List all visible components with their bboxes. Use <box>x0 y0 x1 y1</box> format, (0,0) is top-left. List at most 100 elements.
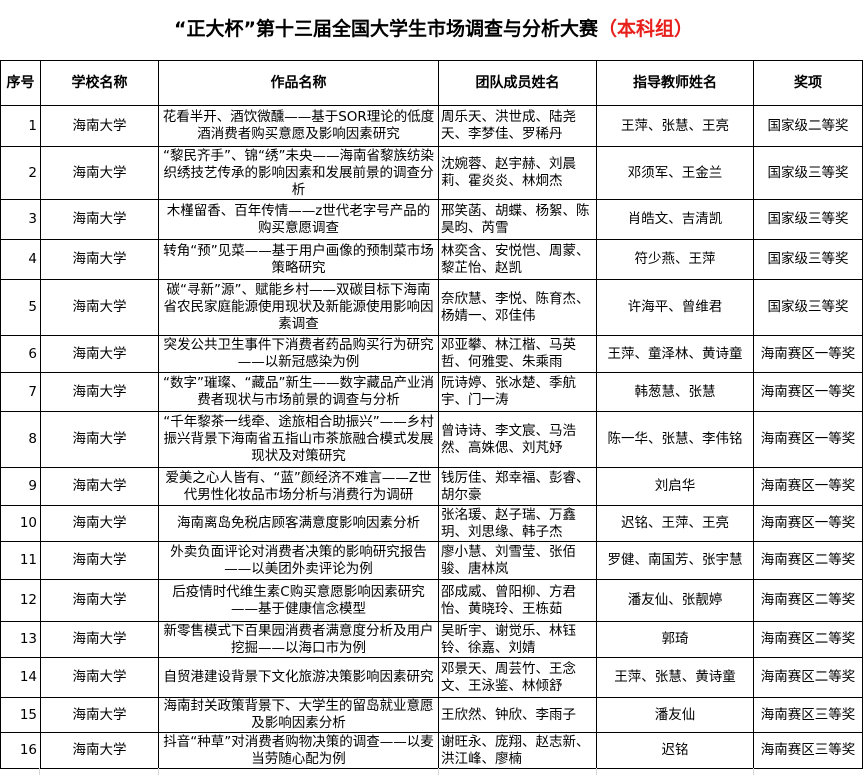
row-number: 2 <box>0 146 41 200</box>
advisors: 迟铭、王萍、王亮 <box>596 505 754 542</box>
row-number: 9 <box>0 467 41 506</box>
award: 海南赛区二等奖 <box>753 541 863 580</box>
row-number: 10 <box>0 505 41 542</box>
advisors: 王萍、童泽林、黄诗童 <box>596 335 754 373</box>
team-members: 阮诗婷、张冰楚、季航宇、门一涛 <box>438 372 597 412</box>
table-row: 7 海南大学 “数字”璀璨、“藏品”新生——数字藏品产业消费者现状与市场前景的调查与… <box>0 372 863 412</box>
header-school: 学校名称 <box>40 60 159 106</box>
work-title: 外卖负面评论对消费者决策的影响研究报告——以美团外卖评论为例 <box>158 541 439 580</box>
header-advisors: 指导教师姓名 <box>596 60 754 106</box>
work-title: 爱美之心人皆有、“蓝”颜经济不难言——Z世代男性化妆品市场分析与消费行为调研 <box>158 467 439 506</box>
team-members: 邓景天、周芸竹、王念文、王泳鉴、林倾舒 <box>438 657 597 698</box>
work-title: “千年黎茶一线牵、途旅相合助振兴”——乡村振兴背景下海南省五指山市茶旅融合模式发… <box>158 411 439 468</box>
team-members: 邵成威、曾阳柳、方君怡、黄晓玲、王栋茹 <box>438 579 597 622</box>
award: 海南赛区三等奖 <box>753 697 863 733</box>
page-title: “正大杯”第十三届全国大学生市场调查与分析大赛（本科组） <box>0 14 867 41</box>
table-row: 3 海南大学 木槿留香、百年传情——z世代老字号产品的购买意愿调查 邢笑菡、胡蝶、杨絮… <box>0 199 863 240</box>
grid-line <box>438 768 439 775</box>
team-members: 奈欣慧、李悦、陈育杰、杨婧一、邓佳伟 <box>438 279 597 336</box>
school-name: 海南大学 <box>40 697 159 733</box>
team-members: 钱厉佳、郑幸福、彭睿、胡尔豪 <box>438 467 597 506</box>
award: 国家级二等奖 <box>753 105 863 147</box>
row-number: 14 <box>0 657 41 698</box>
school-name: 海南大学 <box>40 239 159 280</box>
advisors: 肖皓文、吉清凯 <box>596 199 754 240</box>
advisors: 王萍、张慧、王亮 <box>596 105 754 147</box>
table-row: 2 海南大学 “黎民齐手”、锦“绣”未央——海南省黎族纺染织绣技艺传承的影响因素和发… <box>0 146 863 200</box>
table-row: 9 海南大学 爱美之心人皆有、“蓝”颜经济不难言——Z世代男性化妆品市场分析与消费行… <box>0 467 863 506</box>
advisors: 许海平、曾维君 <box>596 279 754 336</box>
row-number: 1 <box>0 105 41 147</box>
row-number: 16 <box>0 732 41 769</box>
row-number: 13 <box>0 621 41 658</box>
table-row: 5 海南大学 碳“寻新”源”、赋能乡村——双碳目标下海南省农民家庭能源使用现状及新能… <box>0 279 863 336</box>
grid-line <box>596 768 597 775</box>
award: 海南赛区一等奖 <box>753 372 863 412</box>
school-name: 海南大学 <box>40 541 159 580</box>
school-name: 海南大学 <box>40 105 159 147</box>
table-row: 14 海南大学 自贸港建设背景下文化旅游决策影响因素研究 邓景天、周芸竹、王念文、王泳… <box>0 657 863 698</box>
work-title: 海南封关政策背景下、大学生的留岛就业意愿及影响因素分析 <box>158 697 439 733</box>
row-number: 3 <box>0 199 41 240</box>
school-name: 海南大学 <box>40 505 159 542</box>
school-name: 海南大学 <box>40 279 159 336</box>
advisors: 韩葱慧、张慧 <box>596 372 754 412</box>
school-name: 海南大学 <box>40 621 159 658</box>
table-row: 1 海南大学 花看半开、酒饮微醺——基于SOR理论的低度酒消费者购买意愿及影响因素研… <box>0 105 863 147</box>
school-name: 海南大学 <box>40 579 159 622</box>
work-title: 花看半开、酒饮微醺——基于SOR理论的低度酒消费者购买意愿及影响因素研究 <box>158 105 439 147</box>
work-title: 突发公共卫生事件下消费者药品购买行为研究——以新冠感染为例 <box>158 335 439 373</box>
work-title: 自贸港建设背景下文化旅游决策影响因素研究 <box>158 657 439 698</box>
advisors: 郭琦 <box>596 621 754 658</box>
team-members: 沈婉蓉、赵宇赫、刘晨莉、霍炎炎、林炯杰 <box>438 146 597 200</box>
row-number: 4 <box>0 239 41 280</box>
work-title: 抖音“种草”对消费者购物决策的调查——以麦当劳随心配为例 <box>158 732 439 769</box>
header-no: 序号 <box>0 60 41 106</box>
award: 海南赛区一等奖 <box>753 411 863 468</box>
advisors: 王萍、张慧、黄诗童 <box>596 657 754 698</box>
table-row: 4 海南大学 转角“预”见菜——基于用户画像的预制菜市场策略研究 林奕含、安悦恺、周蒙… <box>0 239 863 280</box>
team-members: 谢旺永、庞翔、赵志新、洪江峰、廖楠 <box>438 732 597 769</box>
school-name: 海南大学 <box>40 467 159 506</box>
header-award: 奖项 <box>753 60 863 106</box>
team-members: 王欣然、钟欣、李雨子 <box>438 697 597 733</box>
award: 海南赛区二等奖 <box>753 657 863 698</box>
award: 海南赛区一等奖 <box>753 335 863 373</box>
work-title: 新零售模式下百果园消费者满意度分析及用户挖掘——以海口市为例 <box>158 621 439 658</box>
team-members: 周乐天、洪世成、陆尧天、李梦佳、罗稀丹 <box>438 105 597 147</box>
table-row: 11 海南大学 外卖负面评论对消费者决策的影响研究报告——以美团外卖评论为例 廖小慧、… <box>0 541 863 580</box>
award: 国家级三等奖 <box>753 239 863 280</box>
advisors: 罗健、南国芳、张宇慧 <box>596 541 754 580</box>
table-row: 12 海南大学 后疫情时代维生素C购买意愿影响因素研究 ——基于健康信念模型 邵成威、… <box>0 579 863 622</box>
work-title: 碳“寻新”源”、赋能乡村——双碳目标下海南省农民家庭能源使用现状及新能源使用影响… <box>158 279 439 336</box>
school-name: 海南大学 <box>40 372 159 412</box>
advisors: 迟铭 <box>596 732 754 769</box>
work-title: 海南离岛免税店顾客满意度影响因素分析 <box>158 505 439 542</box>
team-members: 林奕含、安悦恺、周蒙、黎芷怡、赵凯 <box>438 239 597 280</box>
advisors: 潘友仙、张靓婷 <box>596 579 754 622</box>
award: 国家级三等奖 <box>753 199 863 240</box>
title-main: “正大杯”第十三届全国大学生市场调查与分析大赛 <box>174 18 598 40</box>
work-title: “数字”璀璨、“藏品”新生——数字藏品产业消费者现状与市场前景的调查与分析 <box>158 372 439 412</box>
table-row: 15 海南大学 海南封关政策背景下、大学生的留岛就业意愿及影响因素分析 王欣然、钟欣、… <box>0 697 863 733</box>
award: 海南赛区二等奖 <box>753 621 863 658</box>
row-number: 15 <box>0 697 41 733</box>
team-members: 张洺瑗、赵子瑞、万鑫玥、刘思缘、韩子杰 <box>438 505 597 542</box>
award: 海南赛区二等奖 <box>753 579 863 622</box>
team-members: 曾诗诗、李文宸、马浩然、高姝偲、刘芃妤 <box>438 411 597 468</box>
row-number: 12 <box>0 579 41 622</box>
school-name: 海南大学 <box>40 199 159 240</box>
school-name: 海南大学 <box>40 146 159 200</box>
awards-table: 序号 学校名称 作品名称 团队成员姓名 指导教师姓名 奖项 1 海南大学 花看半开、… <box>0 60 863 769</box>
row-number: 7 <box>0 372 41 412</box>
award: 国家级三等奖 <box>753 146 863 200</box>
title-suffix: （本科组） <box>597 18 693 40</box>
row-number: 6 <box>0 335 41 373</box>
award: 国家级三等奖 <box>753 279 863 336</box>
school-name: 海南大学 <box>40 411 159 468</box>
table-row: 16 海南大学 抖音“种草”对消费者购物决策的调查——以麦当劳随心配为例 谢旺永、庞翔… <box>0 732 863 769</box>
team-members: 廖小慧、刘雪莹、张佰骏、唐林岚 <box>438 541 597 580</box>
award: 海南赛区一等奖 <box>753 505 863 542</box>
grid-line <box>39 768 40 775</box>
row-number: 5 <box>0 279 41 336</box>
